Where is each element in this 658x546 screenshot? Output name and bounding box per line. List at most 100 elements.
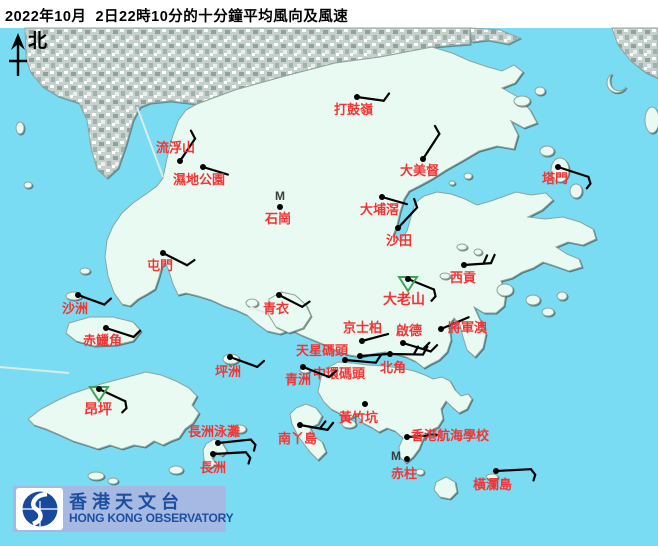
station-dot-icon: [75, 292, 81, 298]
station-label: 流浮山: [156, 140, 195, 155]
station-dot-icon: [357, 353, 363, 359]
station-dot-icon: [362, 401, 368, 407]
wind-barb-shaft: [462, 262, 493, 267]
wind-barb-hook: [529, 468, 537, 482]
station-label: 坪洲: [215, 364, 241, 379]
station-赤柱: M 赤柱: [391, 449, 417, 481]
station-label: 中環碼頭: [313, 366, 366, 381]
station-青洲: 青洲: [285, 364, 338, 387]
station-label: 長洲泳灘: [188, 424, 240, 439]
station-dot-icon: [387, 351, 393, 357]
urban-area-yantian: [611, 27, 658, 79]
station-大老山: 大老山: [383, 276, 437, 307]
station-將軍澳: 將軍澳: [438, 316, 488, 335]
wind-barb-shaft: [380, 195, 409, 206]
wind-barb-shaft: [388, 352, 425, 356]
urban-area-shatoujiao: [469, 27, 522, 45]
wind-barb-shaft: [494, 468, 533, 473]
bridges: [0, 106, 267, 374]
station-dot-icon: [354, 94, 360, 100]
station-label: 沙洲: [62, 301, 88, 316]
station-黃竹坑: 黃竹坑: [338, 401, 378, 425]
hko-name-english: HONG KONG OBSERVATORY: [69, 511, 234, 526]
station-大埔滘: 大埔滘: [360, 194, 409, 217]
wind-barb-tick: [382, 92, 391, 102]
station-dot-icon: [400, 340, 406, 346]
station-北角: 北角: [380, 345, 429, 375]
station-dot-icon: [210, 451, 216, 457]
station-dot-icon: [359, 338, 365, 344]
wind-barb-tick: [421, 345, 429, 356]
station-流浮山: 流浮山: [156, 129, 197, 164]
wind-barb-hook: [244, 451, 252, 465]
station-label: 香港航海學校: [410, 428, 490, 443]
wind-barb-shaft: [358, 352, 393, 358]
station-label: 橫瀾島: [473, 477, 512, 492]
wind-barb-tick: [429, 344, 439, 353]
station-label: 南丫島: [278, 431, 317, 446]
map-title: 2022年10月 2日22時10分的十分鐘平均風向及風速: [5, 9, 349, 25]
station-dot-icon: [96, 386, 102, 392]
north-label: 北: [28, 30, 47, 52]
wind-barb-shaft: [396, 206, 419, 230]
wind-barb-shaft: [439, 316, 470, 331]
station-label: 濕地公園: [173, 172, 225, 187]
wind-barb-shaft: [161, 251, 189, 267]
wind-barb-shaft: [277, 293, 304, 308]
station-dot-icon: [297, 422, 303, 428]
station-dot-icon: [215, 440, 221, 446]
station-dot-icon: [379, 194, 385, 200]
station-label: 大埔滘: [360, 202, 399, 217]
wind-barb-tick: [413, 197, 419, 209]
wind-barb-hook: [249, 438, 257, 452]
wind-barb-shaft: [421, 132, 441, 161]
wind-barb-shaft: [343, 358, 377, 364]
station-中環碼頭: 中環碼頭: [313, 354, 382, 381]
hong-kong-island: [317, 361, 473, 464]
wind-barb-hook: [430, 288, 437, 302]
wind-barb-shaft: [301, 365, 331, 379]
station-濕地公園: 濕地公園: [173, 164, 229, 187]
wind-barb-tick: [103, 297, 113, 306]
hko-logo-bar: 香港天文台 HONG KONG OBSERVATORY: [13, 486, 234, 532]
station-label: 昂坪: [84, 401, 112, 417]
wind-barb-tick: [301, 300, 311, 308]
station-香港航海學校: 香港航海學校: [404, 428, 490, 443]
station-label: 青洲: [285, 372, 311, 387]
wind-barb-shaft: [556, 165, 590, 178]
station-label: 長洲: [200, 460, 226, 475]
station-南丫島: 南丫島: [278, 420, 335, 446]
north-arrow-icon: 北: [9, 30, 47, 76]
station-label: 將軍澳: [448, 320, 488, 335]
maintenance-m-marker: M: [275, 189, 285, 203]
wind-barb-tick: [489, 253, 496, 265]
hko-logo-icon: [16, 488, 63, 530]
station-dot-icon: [404, 434, 410, 440]
station-京士柏: 京士柏: [343, 320, 390, 344]
station-dot-icon: [200, 164, 206, 170]
station-dot-icon: [103, 325, 109, 331]
wind-barb-tick: [256, 359, 266, 369]
station-天星碼頭: 天星碼頭: [296, 343, 393, 359]
station-dot-icon: [555, 164, 561, 170]
station-昂坪: 昂坪: [84, 386, 128, 417]
station-label: 京士柏: [343, 320, 382, 335]
station-大美督: 大美督: [400, 124, 441, 178]
wind-barb-tick: [328, 370, 338, 379]
station-沙洲: 沙洲: [62, 292, 113, 316]
wind-barb-tick: [132, 329, 142, 339]
station-label: 黃竹坑: [338, 410, 378, 425]
station-dot-icon: [438, 326, 444, 332]
airport-island: [65, 316, 142, 347]
hko-swirl-icon: [21, 491, 58, 527]
po-toi-island: [433, 476, 458, 500]
station-dot-icon: [177, 158, 183, 164]
wind-barb-shaft: [178, 137, 197, 163]
station-label: 赤柱: [391, 466, 417, 481]
station-label: 打鼓嶺: [334, 102, 373, 117]
station-label: 青衣: [263, 301, 289, 316]
wind-barb-tick: [482, 254, 489, 265]
wind-barb-shaft: [76, 293, 106, 306]
